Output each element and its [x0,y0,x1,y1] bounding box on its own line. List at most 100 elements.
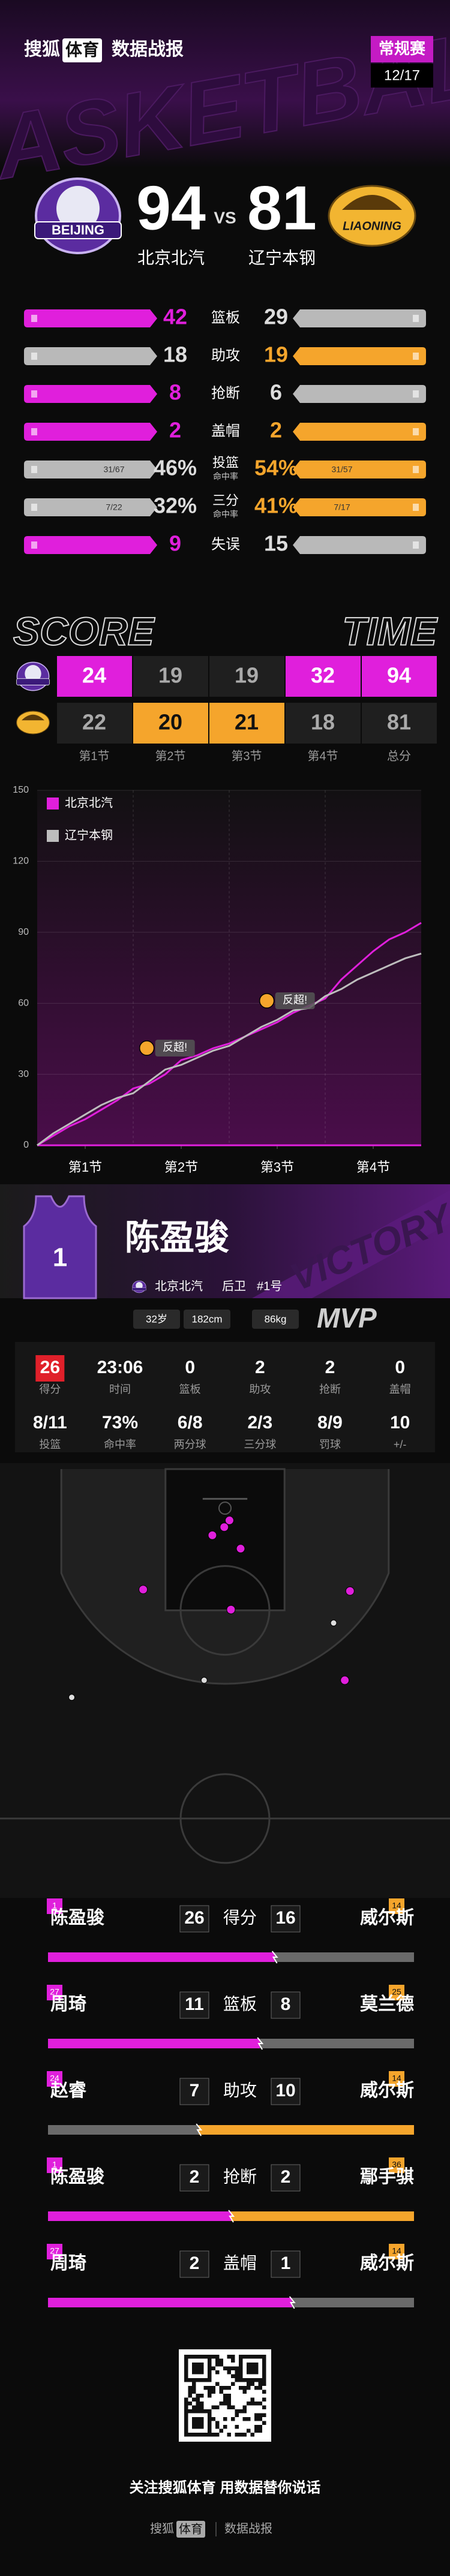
made-shot [139,1585,148,1594]
qr-module [247,2363,251,2367]
away-leader-box [271,1905,301,1933]
away-logo [328,185,416,247]
qr-module [227,2394,231,2398]
player-stat-value: 6/8 [178,1413,203,1433]
qr-module [223,2417,227,2421]
away-detail: 7/17 [334,502,350,512]
home-stat-bar [24,536,157,554]
player-stat-value: 2 [255,1358,265,1377]
qr-module [231,2358,235,2363]
qr-module [192,2390,196,2394]
home-stat-value: 42 [163,305,187,329]
home-leader-value: 2 [190,2253,200,2273]
player-stat-value: 0 [185,1358,195,1377]
player-stat-label: 盖帽 [389,1383,411,1395]
qr-module [208,2433,212,2437]
away-number: 14 [392,2074,401,2083]
qr-module [262,2374,266,2378]
qr-module [247,2378,251,2382]
qr-module [250,2370,254,2375]
qr-module [200,2402,204,2406]
away-stat-bar-cap [413,390,419,398]
home-leader-box [179,1905,209,1933]
player-stat-value: 0 [395,1358,405,1377]
away-leader-value: 8 [281,1994,291,2014]
qr-module [208,2363,212,2367]
player-attribute: 182cm [191,1313,222,1325]
qr-module [254,2370,259,2375]
away-stat-value: 54% [254,456,298,480]
home-stat-value: 8 [169,380,181,405]
qr-module [254,2355,259,2359]
qr-module [208,2409,212,2414]
qr-module [258,2402,262,2406]
legend-swatch [47,830,59,842]
home-stat-bar-cap [31,390,37,398]
away-stat-bar [293,423,426,441]
made-shot [340,1675,350,1685]
annotation-box [275,992,315,1009]
qr-module [254,2425,259,2429]
away-number-badge [389,1985,404,2000]
away-stat-bar [293,309,426,327]
qr-module [258,2417,262,2421]
qr-module [203,2355,208,2359]
qr-module [250,2433,254,2437]
home-stat-bar-cap [31,541,37,549]
qr-module [208,2413,212,2417]
qr-module [239,2378,243,2382]
home-quarter-cell [286,656,361,697]
qr-module [235,2425,239,2429]
away-quarter-cell [362,703,437,744]
qr-module [258,2355,262,2359]
away-logo-head [342,195,402,210]
away-leader-bar [292,2298,414,2307]
score-line [37,952,422,1146]
stat-highlight [35,1355,65,1382]
qr-module [231,2382,235,2386]
away-number: 25 [392,1987,401,1997]
qr-module [262,2390,266,2394]
qr-module [239,2358,243,2363]
home-stat-value: 46% [154,456,197,480]
qr-module [262,2370,266,2375]
stat-label: 抢断 [211,385,240,401]
qr-module [239,2374,243,2378]
mvp-badge: MVP [317,1302,377,1334]
qr-module [262,2421,266,2425]
home-stat-bar-cap [31,504,37,511]
qr-module [250,2366,254,2370]
player-stat-label: 两分球 [174,1439,206,1450]
bar-split [196,2123,203,2136]
badge [371,36,433,62]
stat-label: 篮板 [211,309,240,326]
away-leader-name: 威尔斯 [360,2253,414,2273]
qr-module [196,2421,200,2425]
player-attribute: 86kg [265,1313,287,1325]
away-number: 14 [392,1901,401,1910]
qr-module [223,2402,227,2406]
home-quarter-cell [57,656,132,697]
quarter-label: 第2节 [155,749,185,763]
away-quarter-cell [133,703,208,744]
home-stat-bar [24,309,157,327]
away-number-badge [389,2244,404,2259]
qr-module [219,2386,223,2390]
home-number: 24 [50,2074,59,2083]
qr-module [235,2374,239,2378]
qr-module [196,2405,200,2409]
home-detail: 31/67 [103,465,124,474]
home-stat-bar [24,461,157,479]
paint [164,1468,286,1612]
home-stat-bar-cap [31,466,37,473]
player-stat-value: 73% [102,1413,138,1433]
qr-module [231,2405,235,2409]
qr-module [227,2405,231,2409]
qr-module [215,2382,220,2386]
qr-module [196,2425,200,2429]
qr-module [258,2413,262,2417]
qr-module [254,2413,259,2417]
home-logo-inner [136,1282,143,1290]
qr-module [247,2386,251,2390]
away-stat-bar [293,498,426,516]
